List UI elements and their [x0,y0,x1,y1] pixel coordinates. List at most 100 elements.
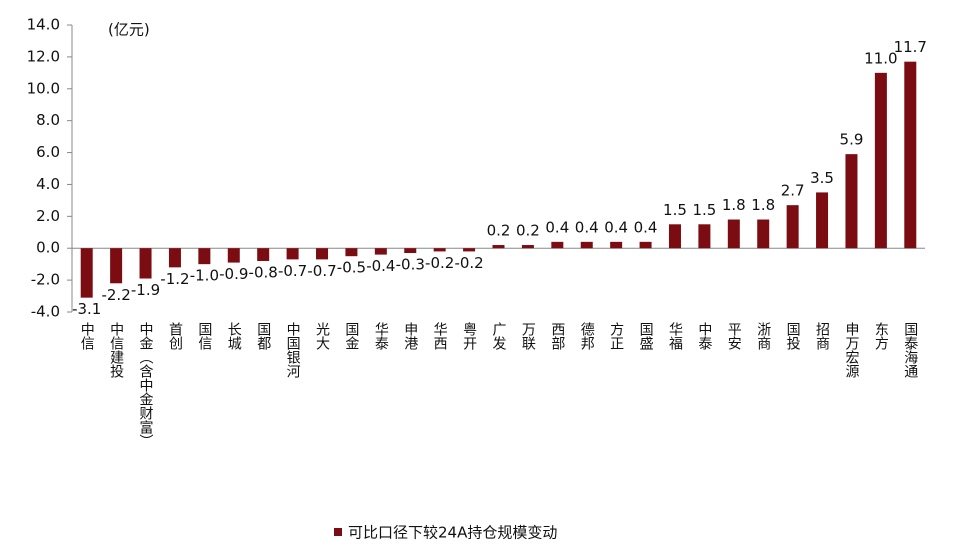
bar [874,72,887,249]
value-label: -0.7 [278,262,307,280]
x-tick-label: 西部 [549,322,565,350]
x-tick-label: 中信 [79,322,95,350]
bar [286,248,299,260]
x-tick-label: 华泰 [373,322,389,350]
legend-swatch [334,528,342,536]
x-tick-label: 国信 [196,322,212,350]
bar [757,219,770,249]
bar [227,248,240,263]
y-tick-label: -2.0 [31,271,60,289]
value-label: 11.7 [894,38,927,56]
x-tick-label: 万联 [520,322,536,351]
y-tick-label: 6.0 [36,143,60,161]
bar [198,248,211,265]
value-label: -0.7 [307,262,336,280]
bar [168,248,181,268]
bar [639,241,652,249]
x-tick-label: 光大 [314,322,330,350]
bar [80,248,93,298]
y-tick-label: -4.0 [31,303,60,321]
bar [786,205,799,249]
value-label: 0.4 [545,218,569,236]
bar [345,248,358,257]
bar [374,248,387,255]
bar [816,192,829,249]
value-label: -2.2 [101,286,130,304]
bar [433,248,446,252]
value-label: 5.9 [840,131,864,149]
value-label: 11.0 [864,49,897,67]
value-label: -3.1 [72,300,101,318]
bar [580,241,593,249]
x-tick-label: 德邦 [579,322,595,350]
value-label: 0.4 [575,218,599,236]
x-tick-label: 华西 [432,322,448,350]
x-tick-label: 申万宏源 [843,322,859,378]
x-tick-label: 粤开 [461,322,477,350]
bar [463,248,476,252]
value-label: 1.8 [722,196,746,214]
value-label: -0.2 [454,254,483,272]
x-tick-label: 招商 [814,322,830,350]
value-label: 0.2 [487,222,511,240]
unit-annotation: (亿元) [108,21,150,39]
bar [257,248,270,261]
value-label: 2.7 [781,182,805,200]
x-tick-label: 国盛 [638,322,654,350]
x-tick-label: 国都 [255,322,271,350]
value-label: -0.9 [219,265,248,283]
x-tick-label: 东方 [873,322,889,351]
x-tick-label: 华福 [667,322,683,350]
y-tick-label: 8.0 [36,111,60,129]
y-tick-label: 12.0 [27,47,60,65]
x-tick-label: 方正 [608,322,624,350]
x-tick-label: 浙商 [755,322,771,350]
bar [139,248,152,279]
value-label: 0.4 [604,218,628,236]
value-label: 0.4 [634,218,658,236]
value-label: -0.3 [396,256,425,274]
x-tick-label: 中金（含中金财富） [138,322,154,448]
value-label: 1.8 [751,196,775,214]
value-label: -1.9 [131,281,160,299]
x-tick-label: 国泰海通 [902,322,918,379]
x-tick-label: 广发 [491,322,507,350]
x-tick-label: 中国银河 [285,322,301,378]
x-tick-label: 国金 [343,322,359,350]
y-tick-label: 2.0 [36,207,60,225]
y-tick-label: 0.0 [36,239,60,257]
value-label: 1.5 [663,201,687,219]
bar [698,224,711,249]
value-label: -0.2 [425,254,454,272]
value-label: -1.0 [190,267,219,285]
x-tick-label: 中泰 [696,322,712,350]
x-tick-label: 国投 [785,322,801,351]
bar [492,245,505,249]
value-label: 1.5 [692,201,716,219]
value-label: 3.5 [810,169,834,187]
bar [904,61,917,249]
bar [521,245,534,249]
bar [845,154,858,249]
value-label: -1.2 [160,270,189,288]
value-label: 0.2 [516,222,540,240]
value-label: -0.8 [249,263,278,281]
value-label: -0.5 [337,259,366,277]
bar [404,248,417,254]
y-tick-label: 14.0 [27,16,60,34]
bar [610,241,623,249]
bar [727,219,740,249]
x-tick-label: 长城 [226,322,242,351]
bar [110,248,123,284]
x-tick-label: 申港 [402,322,418,350]
value-label: -0.4 [366,257,395,275]
y-tick-label: 4.0 [36,175,60,193]
x-tick-label: 平安 [726,322,742,350]
x-tick-label: 首创 [167,322,183,350]
y-tick-label: 10.0 [27,79,60,97]
bar [551,241,564,249]
x-tick-label: 中信建投 [108,322,124,379]
bar [668,224,681,249]
legend-label: 可比口径下较24A持仓规模变动 [348,524,557,542]
